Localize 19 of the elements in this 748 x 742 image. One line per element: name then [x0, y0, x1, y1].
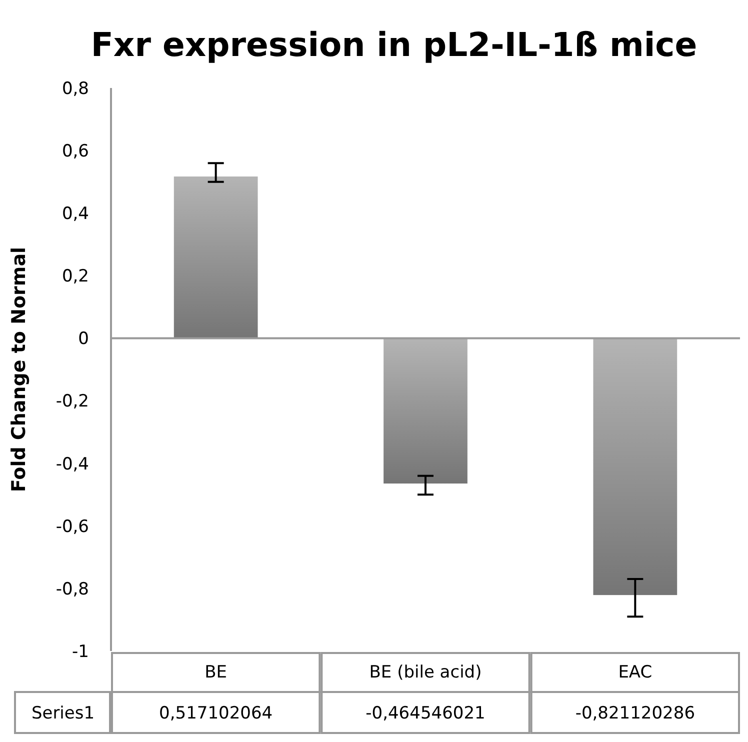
y-tick-label: 0,6	[62, 142, 89, 162]
text: Series1	[31, 703, 95, 724]
y-tick-label: -1	[72, 642, 89, 662]
y-tick-label: 0,8	[62, 78, 89, 99]
y-tick-label: -0,4	[56, 454, 89, 474]
y-axis-title: Fold Change to Normal	[8, 246, 30, 492]
x-tick-label: BE	[204, 662, 228, 682]
y-tick-label: 0,2	[62, 266, 89, 287]
chart-title: Fxr expression in pL2-IL-1ß mice	[90, 25, 698, 64]
data-label: -0,821120286	[575, 703, 696, 724]
y-tick-label: -0,2	[56, 392, 89, 412]
y-tick-label: -0,8	[56, 579, 89, 600]
y-tick-label: -0,6	[56, 516, 89, 537]
x-tick-label: BE (bile acid)	[369, 662, 482, 682]
data-label: 0,517102064	[159, 703, 273, 724]
data-label: -0,464546021	[366, 703, 486, 724]
y-tick-label: 0	[78, 329, 89, 350]
x-tick-label: EAC	[618, 662, 652, 682]
y-tick-label: 0,4	[62, 204, 89, 224]
